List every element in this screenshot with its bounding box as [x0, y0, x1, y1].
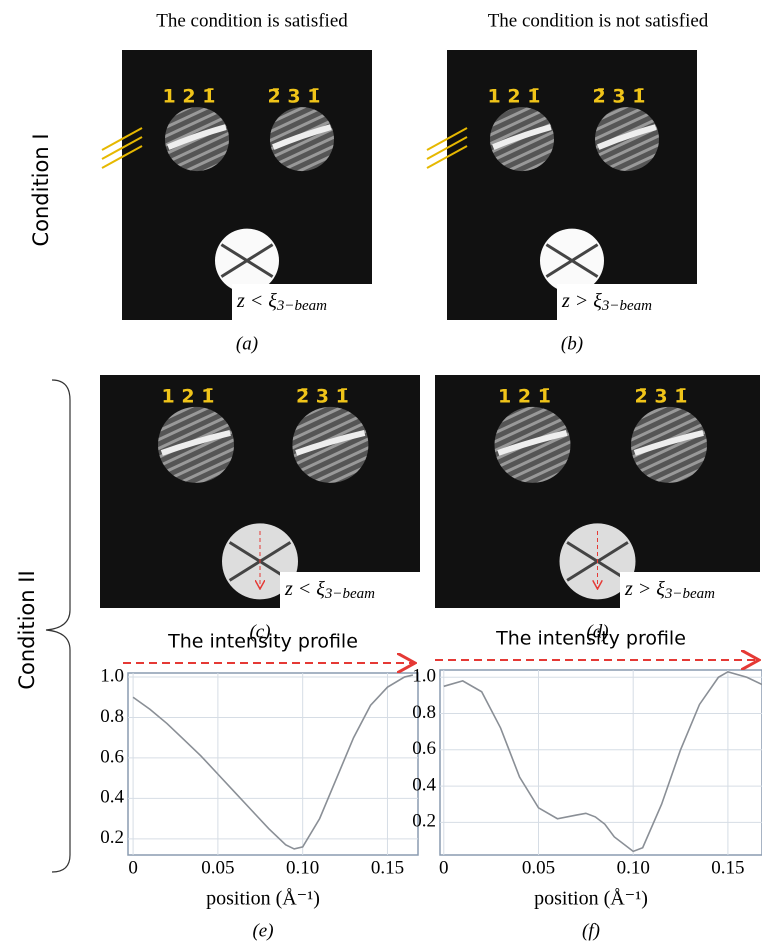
chart-title: The intensity profile: [167, 631, 358, 653]
y-tick-label: 0.8: [100, 706, 124, 727]
panel-label: (b): [561, 333, 583, 354]
reflection-label: 2̄ 3 1̄: [593, 86, 646, 108]
y-tick-label: 0.4: [412, 774, 436, 795]
plot-area: [440, 670, 762, 855]
chart-title: The intensity profile: [495, 628, 686, 650]
reflection-label: 1 2 1̄: [498, 385, 551, 407]
reflection-label: 1 2 1̄: [488, 86, 541, 108]
x-tick-label: 0.15: [371, 857, 404, 878]
x-tick-label: 0.05: [201, 857, 234, 878]
panel-label: (a): [236, 333, 258, 354]
reflection-label: 2̄ 3 1̄: [635, 385, 688, 407]
panel-label: (f): [582, 920, 600, 941]
x-tick-label: 0.10: [286, 857, 319, 878]
y-tick-label: 1.0: [412, 666, 436, 687]
row-label: Condition II: [15, 570, 39, 689]
x-axis-label: position (Å⁻¹): [534, 888, 648, 910]
y-tick-label: 0.4: [100, 787, 124, 808]
y-tick-label: 1.0: [100, 665, 124, 686]
reflection-label: 2̄ 3 1̄: [268, 86, 321, 108]
reflection-label: 1 2 1̄: [163, 86, 216, 108]
x-tick-label: 0.15: [711, 857, 744, 878]
x-axis-label: position (Å⁻¹): [206, 888, 320, 910]
figure: The condition is satisfied The condition…: [0, 0, 762, 943]
y-tick-label: 0.2: [100, 827, 124, 848]
reflection-label: 1 2 1̄: [162, 385, 215, 407]
subscript: 3−beam: [664, 586, 715, 602]
relation: z < ξ: [236, 290, 277, 312]
relation: z > ξ: [624, 578, 665, 600]
subscript: 3−beam: [276, 298, 327, 314]
y-tick-label: 0.6: [412, 738, 436, 759]
relation: z > ξ: [561, 290, 602, 312]
reflection-label: 2̄ 3 1̄: [296, 385, 349, 407]
x-tick-label: 0: [128, 857, 138, 878]
row-label: Condition I: [29, 133, 53, 246]
brace: [46, 380, 70, 872]
subscript: 3−beam: [601, 298, 652, 314]
x-tick-label: 0: [439, 857, 449, 878]
panel-label: (e): [252, 920, 273, 941]
relation: z < ξ: [284, 578, 325, 600]
x-tick-label: 0.05: [522, 857, 555, 878]
subscript: 3−beam: [324, 586, 375, 602]
y-tick-label: 0.8: [412, 702, 436, 723]
y-tick-label: 0.2: [412, 811, 436, 832]
y-tick-label: 0.6: [100, 746, 124, 767]
x-tick-label: 0.10: [617, 857, 650, 878]
column-header: The condition is satisfied: [156, 10, 348, 31]
column-header: The condition is not satisfied: [488, 10, 709, 31]
